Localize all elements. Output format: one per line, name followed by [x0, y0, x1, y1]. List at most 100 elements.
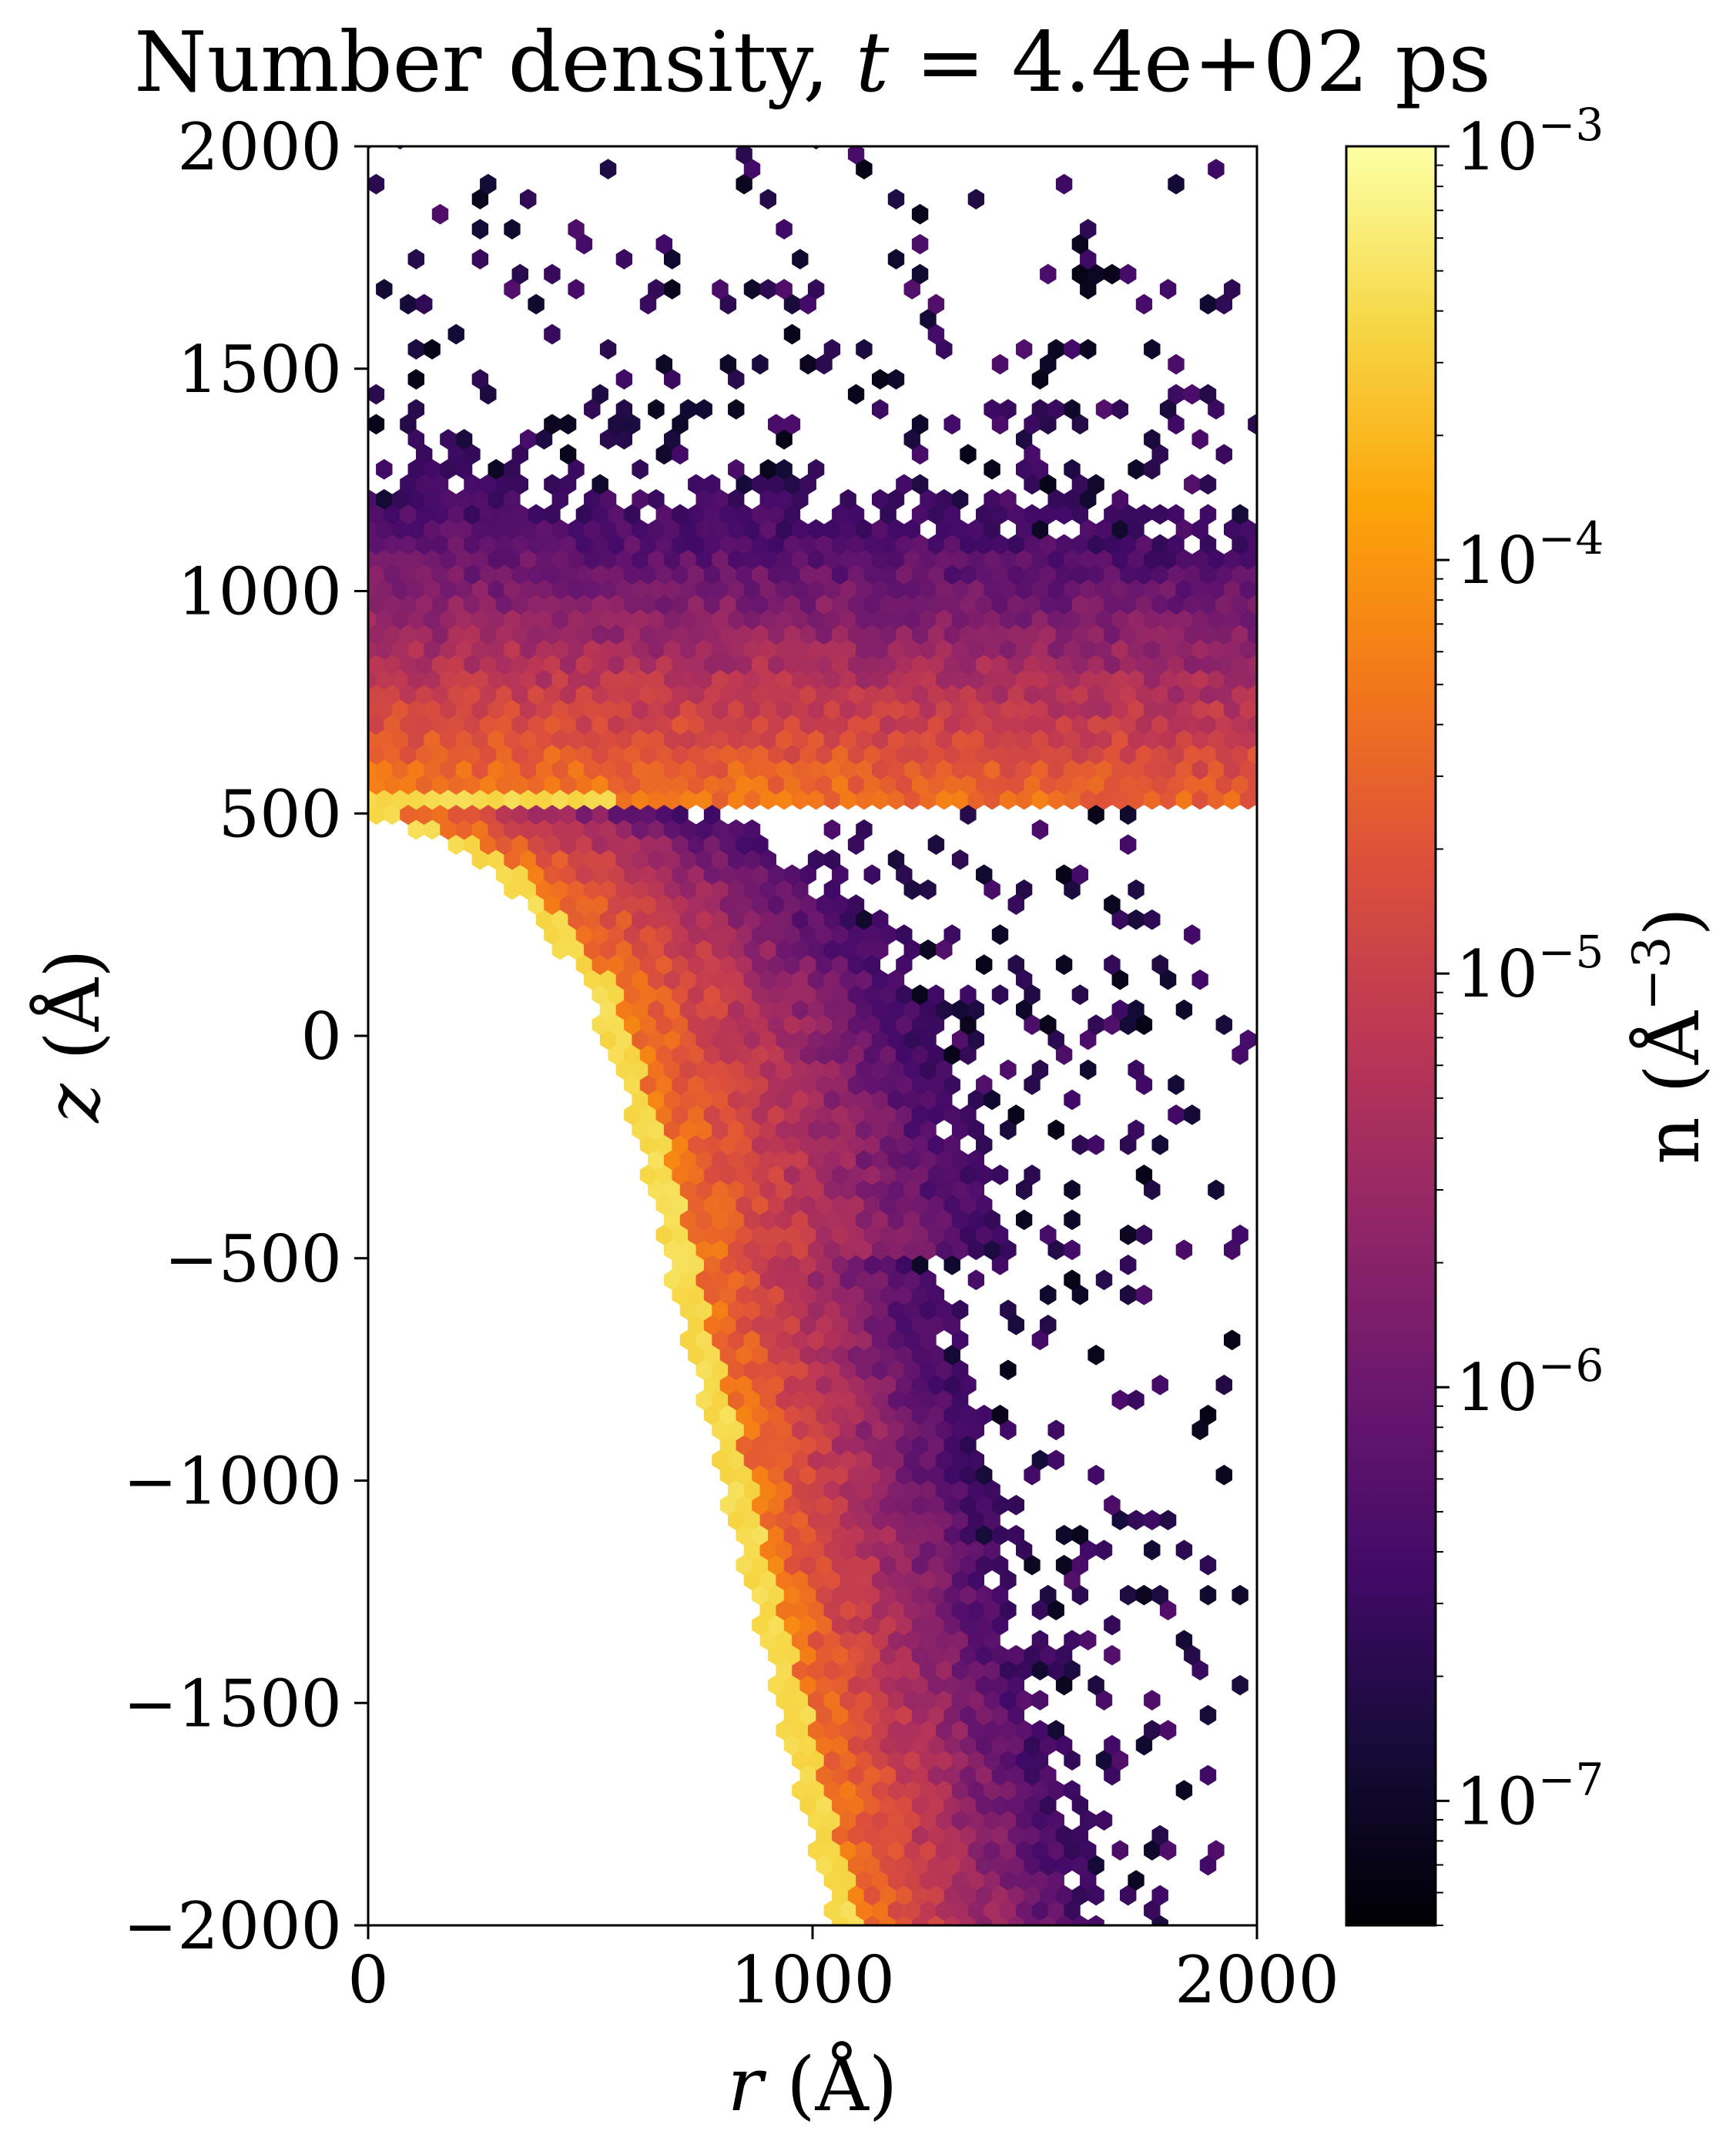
hexbin-cell [368, 779, 369, 790]
hexbin-cell [1255, 583, 1257, 595]
hexbin-cell [528, 293, 545, 315]
hexbin-cell [368, 414, 385, 435]
chart-title: Number density, t = 4.4e+02 ps [134, 15, 1491, 111]
hexbin-cell [1047, 1720, 1064, 1741]
hexbin-cell [911, 414, 929, 435]
hexbin-cell [599, 339, 617, 360]
hexbin-cell [1007, 1104, 1024, 1125]
hexbin-cell [1031, 1059, 1049, 1081]
hexbin-cell [1159, 1720, 1177, 1741]
hexbin-cell [1175, 1239, 1193, 1261]
hexbin-cell [1175, 1540, 1193, 1561]
hexbin-cell [1135, 1225, 1153, 1245]
hexbin-cell [400, 293, 417, 315]
hexbin-cell [1111, 489, 1128, 510]
hexbin-cell [792, 249, 809, 270]
hexbin-cell [1264, 1705, 1280, 1725]
hexbin-cell [1151, 1824, 1168, 1846]
hexbin-cell [1064, 459, 1081, 480]
x-tick-label: 1000 [730, 1942, 895, 2018]
hexbin-cell [927, 834, 945, 856]
hexbin-cell [1040, 1285, 1057, 1305]
hexbin-cell [344, 789, 360, 809]
hexbin-cell [856, 819, 873, 840]
hexbin-cell [407, 369, 425, 390]
hexbin-cell [728, 399, 745, 420]
hexbin-cell [1040, 1225, 1057, 1245]
hexbin-cell [544, 263, 561, 285]
hexbin-cell [1071, 1134, 1088, 1155]
hexbin-cell [695, 399, 712, 420]
hexbin-cell [1120, 1584, 1137, 1606]
hexbin-cell [648, 489, 665, 510]
hexbin-cell [896, 924, 913, 945]
hexbin-cell [455, 429, 473, 450]
hexbin-cell [592, 384, 608, 405]
hexbin-cell [743, 819, 761, 840]
hexbin-cell [368, 449, 369, 460]
hexbin-cell [1215, 1374, 1232, 1395]
hexbin-cell [424, 339, 441, 360]
hexbin-cell [1135, 293, 1153, 315]
hexbin-cell [1095, 1810, 1113, 1831]
hexbin-cell [911, 233, 929, 255]
hexbin-cell [719, 353, 737, 375]
hexbin-cell [599, 159, 617, 179]
hexbin-cell [1071, 984, 1088, 1005]
hexbin-cell [1128, 879, 1144, 900]
hexbin-cell [872, 909, 889, 930]
hexbin-cell [807, 279, 825, 300]
hexbin-cell [1144, 1540, 1161, 1561]
hexbin-cell [967, 1269, 984, 1291]
hexbin-cell [1184, 924, 1201, 945]
hexbin-cell [1128, 1389, 1144, 1411]
hexbin-cell [1095, 1269, 1113, 1291]
hexbin-cell [1104, 1734, 1121, 1756]
hexbin-cell [1111, 1389, 1128, 1411]
hexbin-cell [368, 509, 369, 520]
hexbin-cell [1184, 384, 1201, 405]
hexbin-cell [1024, 1164, 1041, 1185]
x-axis-ticks: 0 1000 2000 [347, 1925, 1339, 2018]
hexbin-cell [344, 519, 360, 539]
hexbin-cell [471, 249, 489, 270]
hexbin-cell [823, 849, 841, 870]
hexbin-cell [368, 173, 385, 195]
y-tick-label: 500 [219, 776, 342, 852]
hexbin-cell [344, 699, 360, 719]
hexbin-cell [1255, 553, 1257, 565]
hexbin-cell [1264, 655, 1280, 675]
hexbin-cell [1064, 1780, 1081, 1801]
hexbin-cell [872, 399, 889, 420]
hexbin-cell [911, 203, 929, 225]
hexbin-cell [368, 658, 369, 670]
hexbin-cell [1144, 909, 1161, 930]
hexbin-cell [976, 954, 993, 975]
hexbin-cell [1031, 1690, 1049, 1710]
hexbin-cell [344, 609, 360, 629]
hexbin-cell [927, 984, 945, 1005]
x-axis-label: r (Å) [728, 2042, 898, 2128]
hexbin-cell [783, 323, 801, 345]
hexbin-layer [344, 146, 1280, 1951]
colorbar-tick-label: 10−3 [1456, 99, 1604, 185]
hexbin-cell [967, 189, 984, 209]
hexbin-cell [1064, 1269, 1081, 1291]
hexbin-cell [1168, 504, 1185, 525]
hexbin-cell [1007, 1524, 1024, 1546]
hexbin-cell [1191, 429, 1208, 450]
hexbin-cell [344, 549, 360, 569]
hexbin-cell [1255, 763, 1257, 776]
y-tick-label: −2000 [123, 1888, 342, 1964]
hexbin-cell [511, 263, 529, 285]
hexbin-cell [1144, 429, 1161, 450]
hexbin-cell [904, 1931, 920, 1951]
hexbin-cell [1104, 1644, 1121, 1666]
hexbin-cell [1151, 1134, 1168, 1155]
hexbin-cell [559, 444, 577, 465]
hexbin-cell [951, 849, 969, 870]
hexbin-cell [1120, 1285, 1137, 1305]
y-tick-label: 1500 [177, 332, 342, 407]
hexbin-cell [847, 146, 865, 165]
